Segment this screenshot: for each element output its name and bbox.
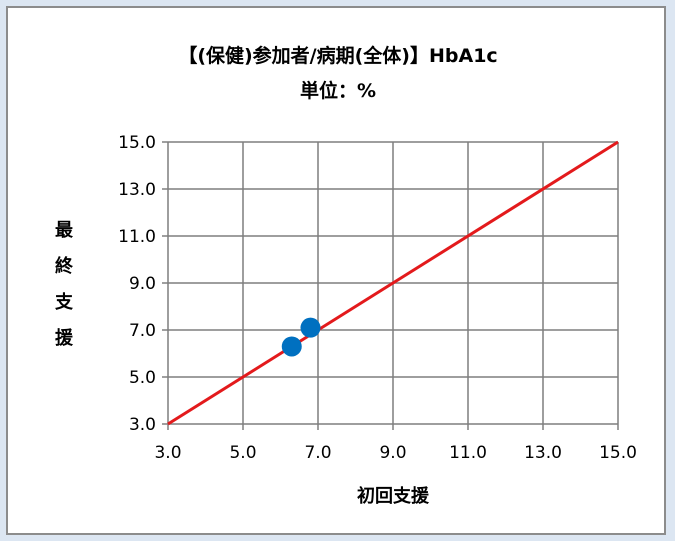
y-tick-label: 3.0 [129, 415, 156, 435]
y-tick-label: 7.0 [129, 321, 156, 341]
x-tick-label: 3.0 [154, 443, 181, 463]
y-axis-label: 最終支援 [54, 220, 74, 349]
y-tick-label: 5.0 [129, 368, 156, 388]
x-tick-label: 7.0 [304, 443, 331, 463]
y-tick-label: 15.0 [118, 133, 156, 153]
chart-frame: 【(保健)参加者/病期(全体)】HbA1c 単位：% 3.0 5.0 7.0 9.0 1… [6, 6, 666, 535]
x-tick-label: 9.0 [379, 443, 406, 463]
x-tick-label: 11.0 [449, 443, 487, 463]
data-point [281, 336, 302, 357]
tick-labels: 3.0 5.0 7.0 9.0 11.0 13.0 15.0 3.0 5.0 7.0 9.0 11.0… [118, 133, 637, 463]
chart-subtitle: 単位：% [300, 79, 376, 102]
chart-svg: 【(保健)参加者/病期(全体)】HbA1c 単位：% 3.0 5.0 7.0 9.0 1… [54, 44, 637, 507]
data-point [300, 317, 321, 338]
x-tick-label: 15.0 [599, 443, 637, 463]
y-tick-label: 13.0 [118, 180, 156, 200]
reference-line [167, 140, 619, 426]
data-points [281, 317, 321, 357]
y-tick-label: 11.0 [118, 227, 156, 247]
x-tick-label: 5.0 [229, 443, 256, 463]
x-tick-label: 13.0 [524, 443, 562, 463]
reference-line-layer [167, 140, 619, 426]
y-tick-label: 9.0 [129, 274, 156, 294]
x-axis-label: 初回支援 [357, 485, 430, 507]
chart-title: 【(保健)参加者/病期(全体)】HbA1c [178, 44, 497, 67]
